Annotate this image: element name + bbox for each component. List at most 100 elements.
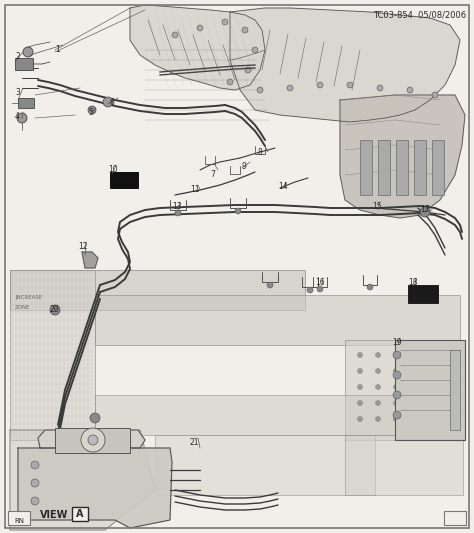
- Circle shape: [242, 27, 248, 33]
- Circle shape: [252, 47, 258, 53]
- Circle shape: [393, 391, 401, 399]
- Circle shape: [235, 208, 241, 214]
- Circle shape: [88, 435, 98, 445]
- Circle shape: [393, 400, 399, 406]
- Circle shape: [420, 207, 430, 217]
- Bar: [8, 511, 30, 525]
- Text: 21: 21: [190, 438, 200, 447]
- Circle shape: [50, 305, 60, 315]
- Text: 14: 14: [278, 182, 288, 191]
- Circle shape: [357, 400, 363, 406]
- Circle shape: [393, 351, 401, 359]
- Circle shape: [357, 368, 363, 374]
- Text: 16: 16: [315, 278, 325, 287]
- Polygon shape: [10, 430, 155, 530]
- Circle shape: [357, 384, 363, 390]
- Text: 9: 9: [242, 162, 247, 171]
- Bar: [72, 507, 88, 521]
- Bar: [18, 98, 34, 108]
- Circle shape: [172, 32, 178, 38]
- Circle shape: [267, 282, 273, 288]
- Bar: [395, 340, 465, 440]
- Circle shape: [347, 82, 353, 88]
- Bar: [360, 140, 372, 195]
- Bar: [10, 270, 95, 440]
- Circle shape: [357, 352, 363, 358]
- Circle shape: [257, 87, 263, 93]
- Circle shape: [411, 416, 417, 422]
- Circle shape: [429, 384, 435, 390]
- Text: 11: 11: [190, 185, 200, 194]
- Circle shape: [377, 85, 383, 91]
- Circle shape: [287, 85, 293, 91]
- Circle shape: [429, 416, 435, 422]
- Circle shape: [375, 384, 381, 390]
- Circle shape: [393, 411, 401, 419]
- Circle shape: [411, 400, 417, 406]
- Circle shape: [393, 384, 399, 390]
- Text: 19: 19: [392, 338, 401, 347]
- Circle shape: [90, 413, 100, 423]
- Polygon shape: [230, 8, 460, 122]
- Circle shape: [23, 47, 33, 57]
- Circle shape: [307, 287, 313, 293]
- Bar: [95, 295, 460, 345]
- Text: 3: 3: [15, 88, 20, 97]
- Text: 13: 13: [172, 202, 182, 211]
- Circle shape: [31, 461, 39, 469]
- Circle shape: [429, 352, 435, 358]
- Bar: [110, 172, 138, 188]
- Text: 1: 1: [55, 45, 60, 54]
- Circle shape: [375, 400, 381, 406]
- Text: JNCREASE: JNCREASE: [15, 295, 42, 300]
- Text: 4: 4: [15, 112, 20, 121]
- Bar: [55, 428, 130, 453]
- Text: RN: RN: [14, 518, 24, 524]
- Bar: [408, 285, 438, 303]
- Circle shape: [407, 87, 413, 93]
- Circle shape: [411, 384, 417, 390]
- Circle shape: [411, 352, 417, 358]
- Circle shape: [31, 497, 39, 505]
- Circle shape: [393, 416, 399, 422]
- Circle shape: [227, 79, 233, 85]
- Bar: [450, 350, 460, 430]
- Bar: [444, 511, 466, 525]
- Bar: [345, 435, 463, 495]
- Circle shape: [375, 352, 381, 358]
- Text: TC03-854  05/08/2006: TC03-854 05/08/2006: [373, 10, 466, 19]
- Circle shape: [197, 25, 203, 31]
- Text: VIEW: VIEW: [40, 510, 68, 520]
- Circle shape: [81, 428, 105, 452]
- Polygon shape: [38, 430, 145, 448]
- Circle shape: [317, 82, 323, 88]
- Circle shape: [317, 286, 323, 292]
- Circle shape: [222, 19, 228, 25]
- Text: 8: 8: [258, 148, 263, 157]
- Circle shape: [411, 368, 417, 374]
- Bar: [95, 395, 460, 435]
- Circle shape: [393, 368, 399, 374]
- Text: 2: 2: [15, 52, 20, 61]
- Text: 12: 12: [78, 242, 88, 251]
- Polygon shape: [82, 252, 98, 268]
- Circle shape: [103, 97, 113, 107]
- Text: ZONE: ZONE: [15, 305, 30, 310]
- Circle shape: [393, 352, 399, 358]
- Bar: [414, 140, 426, 195]
- Text: 15: 15: [372, 202, 382, 211]
- Text: 7: 7: [210, 170, 215, 179]
- Circle shape: [357, 416, 363, 422]
- Bar: [345, 340, 463, 440]
- Text: 5: 5: [88, 108, 93, 117]
- Circle shape: [88, 106, 96, 114]
- Circle shape: [375, 416, 381, 422]
- Circle shape: [175, 210, 181, 216]
- Text: 10: 10: [108, 165, 118, 174]
- Bar: [15, 58, 33, 70]
- Bar: [396, 140, 408, 195]
- Bar: [10, 270, 305, 310]
- Circle shape: [375, 368, 381, 374]
- Circle shape: [17, 113, 27, 123]
- Text: 20: 20: [50, 305, 60, 314]
